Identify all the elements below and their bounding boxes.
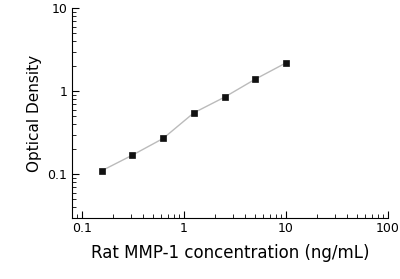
X-axis label: Rat MMP-1 concentration (ng/mL): Rat MMP-1 concentration (ng/mL): [91, 244, 369, 262]
Y-axis label: Optical Density: Optical Density: [27, 54, 42, 172]
